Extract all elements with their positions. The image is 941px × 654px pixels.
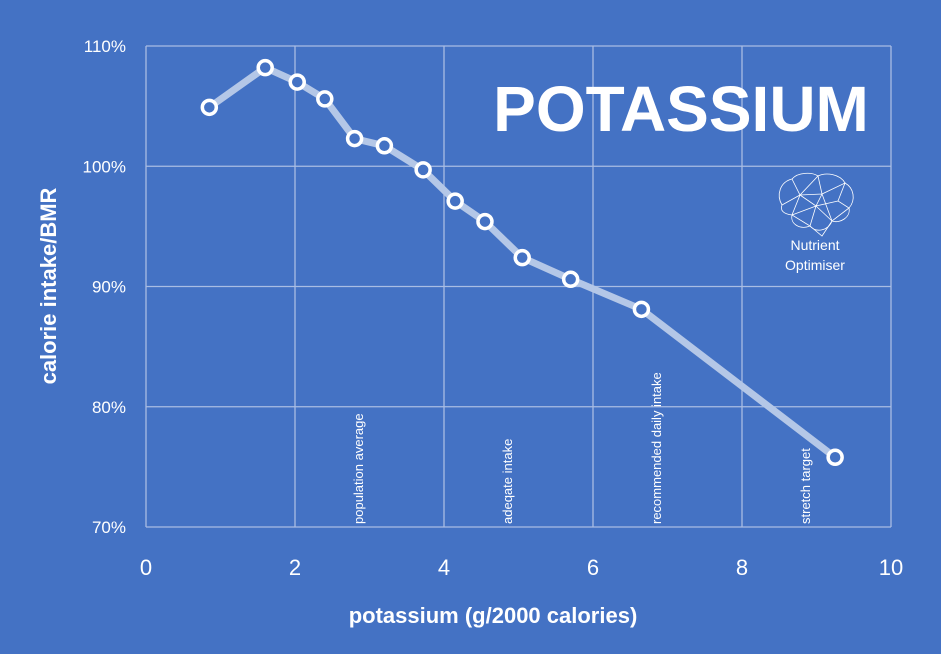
x-tick-label: 6 — [587, 555, 599, 580]
reference-labels: population average adeqate intake recommen… — [351, 372, 813, 524]
x-axis-label: potassium (g/2000 calories) — [349, 603, 638, 628]
x-tick-label: 4 — [438, 555, 450, 580]
data-point — [476, 212, 494, 231]
x-tick-label: 8 — [736, 555, 748, 580]
data-points — [200, 58, 844, 467]
y-tick-label: 70% — [92, 518, 126, 537]
data-point — [414, 161, 432, 179]
reference-label: recommended daily intake — [649, 372, 664, 524]
chart-title: POTASSIUM — [493, 73, 869, 145]
y-axis-ticks: 70% 80% 90% 100% 110% — [83, 37, 126, 537]
brain-icon — [778, 172, 854, 237]
data-point — [632, 300, 651, 319]
y-tick-label: 80% — [92, 398, 126, 417]
data-point — [375, 137, 394, 155]
reference-label: stretch target — [798, 448, 813, 524]
data-point — [288, 73, 306, 91]
x-tick-label: 10 — [879, 555, 903, 580]
reference-label: adeqate intake — [500, 439, 515, 524]
data-point — [256, 58, 274, 77]
data-point — [826, 448, 844, 467]
x-tick-label: 2 — [289, 555, 301, 580]
logo: Nutrient Optimiser — [778, 172, 854, 273]
data-point — [446, 192, 464, 210]
x-axis-ticks: 0 2 4 6 8 10 — [140, 555, 903, 580]
y-tick-label: 90% — [92, 278, 126, 297]
data-point — [561, 270, 580, 289]
logo-line1: Nutrient — [790, 237, 839, 253]
y-tick-label: 100% — [83, 157, 126, 176]
data-point — [345, 129, 364, 148]
grid — [145, 45, 892, 528]
data-point — [200, 98, 219, 117]
logo-line2: Optimiser — [785, 257, 845, 273]
y-tick-label: 110% — [84, 37, 126, 56]
y-axis-label: calorie intake/BMR — [36, 187, 61, 384]
reference-label: population average — [351, 413, 366, 524]
x-tick-label: 0 — [140, 555, 152, 580]
data-point — [513, 248, 531, 267]
data-point — [316, 90, 334, 108]
